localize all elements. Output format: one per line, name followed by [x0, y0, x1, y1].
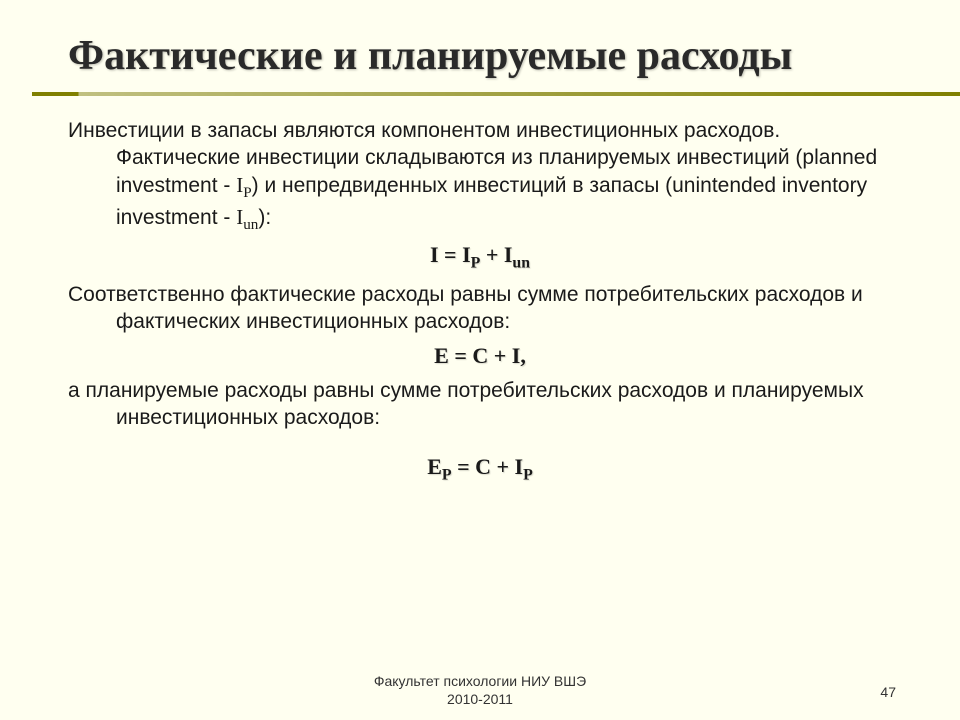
p1-text-c: ): — [258, 206, 271, 229]
eq1-mid: + I — [480, 242, 512, 267]
eq3-sub1: P — [442, 467, 452, 484]
slide-title: Фактические и планируемые расходы — [68, 32, 892, 80]
footer-line1: Факультет психологии НИУ ВШЭ — [0, 673, 960, 691]
footer-line2: 2010-2011 — [0, 691, 960, 709]
eq1-sub2: un — [512, 255, 530, 272]
equation-3: EP = C + IP — [68, 453, 892, 486]
eq1-sub1: P — [471, 255, 481, 272]
paragraph-2: Соответственно фактические расходы равны… — [68, 282, 892, 336]
symbol-iun-sub: un — [243, 217, 258, 233]
eq3-b: = C + I — [452, 454, 524, 479]
slide-container: Фактические и планируемые расходы Инвест… — [0, 0, 960, 720]
eq3-a: E — [427, 454, 442, 479]
symbol-ip-sub: P — [243, 185, 251, 201]
equation-2: E = C + I, — [68, 342, 892, 370]
footer-center: Факультет психологии НИУ ВШЭ 2010-2011 — [0, 673, 960, 708]
paragraph-1: Инвестиции в запасы являются компонентом… — [68, 118, 892, 235]
slide-body: Инвестиции в запасы являются компонентом… — [68, 118, 892, 486]
paragraph-3: а планируемые расходы равны сумме потреб… — [68, 378, 892, 432]
title-underline — [32, 92, 960, 96]
equation-1: I = IP + Iun — [68, 241, 892, 274]
symbol-ip: IP — [236, 173, 251, 197]
symbol-iun: Iun — [236, 205, 258, 229]
eq1-lhs: I = I — [430, 242, 471, 267]
page-number: 47 — [880, 684, 896, 700]
slide-footer: Факультет психологии НИУ ВШЭ 2010-2011 4… — [0, 673, 960, 708]
eq3-sub2: P — [523, 467, 533, 484]
